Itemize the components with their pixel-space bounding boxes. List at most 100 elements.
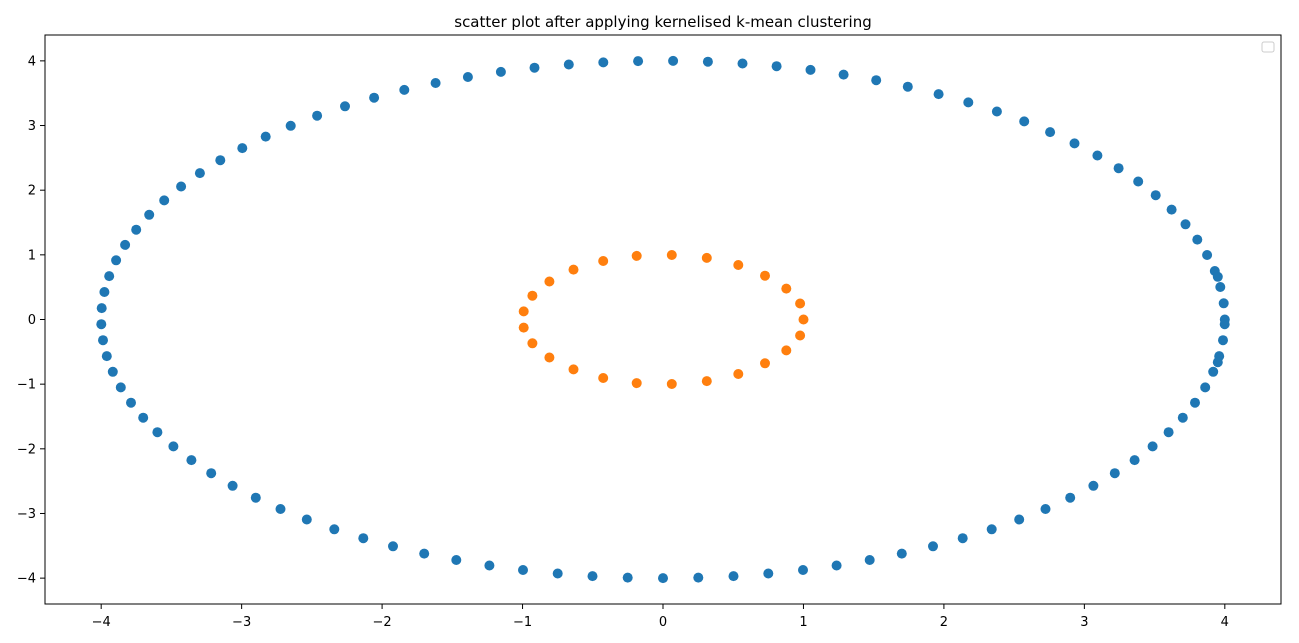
scatter-point-series-1 [795,298,806,309]
scatter-point-series-0 [215,155,226,166]
scatter-point-series-0 [1163,427,1174,438]
scatter-point-series-0 [186,455,197,466]
scatter-point-series-0 [369,92,380,103]
scatter-point-series-1 [781,345,792,356]
scatter-point-series-0 [1065,492,1076,503]
scatter-point-series-0 [1192,234,1203,245]
scatter-point-series-0 [1190,397,1200,408]
y-tick-label: −3 [17,507,36,522]
scatter-point-series-0 [1177,412,1188,423]
scatter-point-series-0 [227,480,238,491]
scatter-point-series-0 [831,560,842,571]
scatter-point-series-1 [568,364,579,375]
x-axis: −4 −3 −2 −1 0 1 2 3 4 [92,604,1229,630]
y-tick-label: 0 [28,313,36,328]
scatter-point-series-1 [544,352,555,363]
scatter-point-series-0 [763,568,774,579]
scatter-point-series-0 [206,468,217,479]
scatter-point-series-1 [518,306,529,317]
scatter-point-series-0 [399,84,410,95]
scatter-point-series-0 [1150,190,1161,201]
scatter-point-series-1 [733,260,744,270]
scatter-point-series-0 [598,57,609,68]
scatter-point-series-0 [138,412,149,423]
scatter-point-series-0 [798,565,808,575]
x-tick-label: −4 [92,615,111,630]
scatter-point-series-0 [484,560,495,571]
x-tick-label: 4 [1221,615,1229,630]
x-tick-label: −2 [373,615,392,630]
scatter-point-series-0 [587,571,598,582]
scatter-point-series-0 [388,541,398,552]
scatter-point-series-0 [1202,250,1213,260]
scatter-point-series-0 [864,555,875,565]
scatter-point-series-0 [144,209,155,220]
points-layer [96,55,1230,584]
scatter-point-series-0 [96,303,107,314]
scatter-point-series-0 [737,58,748,69]
scatter-point-series-0 [552,568,563,579]
scatter-point-series-0 [1019,116,1030,127]
scatter-point-series-0 [963,97,974,108]
scatter-point-series-0 [1109,468,1120,479]
x-tick-label: 2 [940,615,948,630]
scatter-point-series-0 [529,62,540,73]
scatter-point-series-0 [1212,271,1223,282]
y-tick-label: 1 [28,248,36,263]
scatter-point-series-0 [104,271,115,282]
scatter-point-series-0 [957,533,968,544]
scatter-point-series-0 [902,81,913,92]
scatter-point-series-1 [733,369,744,379]
scatter-point-series-0 [1014,514,1025,525]
scatter-point-series-0 [120,239,131,250]
scatter-point-series-0 [98,335,108,346]
scatter-point-series-1 [760,270,770,281]
scatter-point-series-1 [518,322,529,333]
scatter-point-series-1 [701,376,712,387]
scatter-point-series-0 [340,101,350,112]
scatter-point-series-1 [527,290,538,301]
scatter-point-series-1 [598,256,609,266]
scatter-point-series-0 [237,143,248,154]
scatter-point-series-0 [1212,357,1223,368]
scatter-point-series-0 [462,72,473,82]
scatter-point-series-0 [451,555,462,565]
scatter-point-series-0 [152,427,163,438]
scatter-point-series-0 [1218,298,1229,309]
scatter-point-series-0 [329,524,340,535]
y-tick-label: −1 [17,378,36,393]
scatter-point-series-0 [115,382,126,393]
scatter-point-series-0 [1133,176,1144,187]
scatter-point-series-0 [131,224,142,235]
scatter-point-series-0 [1147,441,1158,452]
scatter-point-series-0 [194,168,205,179]
x-tick-label: −3 [232,615,251,630]
scatter-point-series-0 [275,504,286,514]
scatter-point-series-0 [693,572,704,583]
scatter-point-series-0 [111,255,122,266]
scatter-point-series-0 [419,548,430,559]
y-axis: −4 −3 −2 −1 0 1 2 3 4 [17,54,45,587]
y-tick-label: 4 [28,54,36,69]
scatter-point-series-0 [871,75,882,86]
x-tick-label: 3 [1080,615,1088,630]
x-tick-label: 0 [659,615,667,630]
scatter-point-series-0 [933,89,944,100]
scatter-point-series-0 [633,56,644,67]
scatter-point-series-0 [430,78,441,88]
scatter-point-series-1 [631,378,642,389]
x-tick-label: 1 [799,615,807,630]
scatter-point-series-0 [107,366,118,377]
y-tick-label: 3 [28,119,36,134]
scatter-point-series-0 [1092,150,1103,161]
scatter-point-series-0 [805,64,816,75]
scatter-point-series-0 [518,565,528,575]
scatter-point-series-0 [1129,455,1140,466]
scatter-point-series-0 [1166,204,1177,215]
scatter-point-series-0 [991,106,1002,117]
scatter-point-series-0 [96,319,107,330]
x-tick-label: −1 [513,615,532,630]
scatter-point-series-0 [658,573,668,584]
scatter-point-series-0 [159,195,170,206]
